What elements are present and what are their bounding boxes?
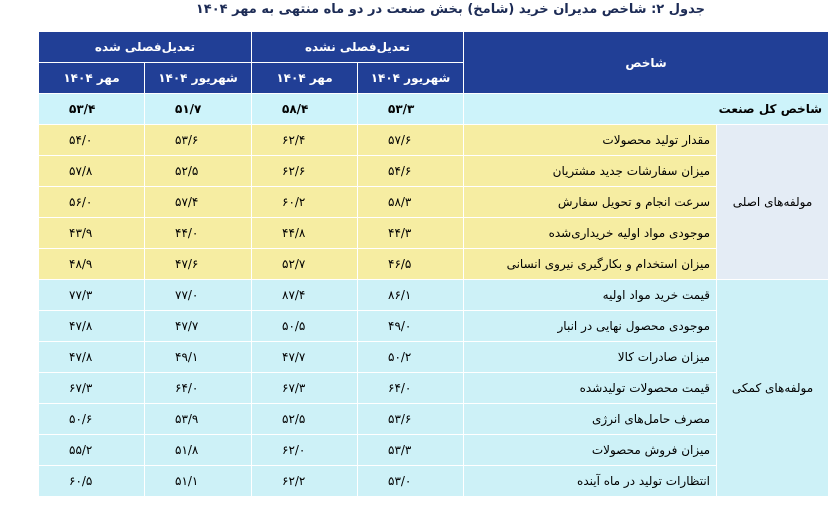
row-label: مصرف حامل‌های انرژی — [462, 403, 718, 435]
value-cell: ۶۲/۶ — [251, 155, 358, 187]
value-cell: ۵۳/۴ — [38, 93, 145, 125]
value-cell: ۵۴/۶ — [357, 155, 464, 187]
row-label: میزان سفارشات جدید مشتریان — [462, 155, 718, 187]
value-cell: ۶۲/۴ — [251, 124, 358, 156]
row-label: سرعت انجام و تحویل سفارش — [462, 186, 718, 218]
group-label: مولفه‌های اصلی — [716, 124, 830, 280]
table-row: انتظارات تولید در ماه آینده ۵۳/۰ ۶۲/۲ ۵۱/۱ ۶… — [38, 465, 829, 497]
value-cell: ۵۰/۵ — [251, 310, 358, 342]
value-cell: ۴۳/۹ — [38, 217, 145, 249]
value-cell: ۵۵/۲ — [38, 434, 145, 466]
value-cell: ۶۷/۳ — [38, 372, 145, 404]
row-label: میزان فروش محصولات — [462, 434, 718, 466]
header-cell: مهر ۱۴۰۴ — [38, 62, 145, 94]
value-cell: ۵۷/۶ — [357, 124, 464, 156]
value-cell: ۶۲/۰ — [251, 434, 358, 466]
value-cell: ۵۸/۴ — [251, 93, 358, 125]
pmi-table: شاخص تعدیل‌فصلی نشده تعدیل‌فصلی شده شهریور … — [38, 31, 830, 497]
value-cell: ۴۷/۷ — [144, 310, 252, 342]
row-label: شاخص کل صنعت — [462, 93, 830, 125]
row-label: میزان استخدام و بکارگیری نیروی انسانی — [462, 248, 718, 280]
header-cell: تعدیل‌فصلی نشده — [251, 31, 464, 63]
value-cell: ۴۹/۱ — [144, 341, 252, 373]
value-cell: ۴۴/۳ — [357, 217, 464, 249]
header-cell: شاخص — [462, 31, 830, 94]
table-row: موجودی مواد اولیه خریداری‌شده ۴۴/۳ ۴۴/۸ ۴۴/… — [38, 217, 829, 249]
table-row: سرعت انجام و تحویل سفارش ۵۸/۳ ۶۰/۲ ۵۷/۴ ۵۶/۰ — [38, 186, 829, 218]
row-label: موجودی مواد اولیه خریداری‌شده — [462, 217, 718, 249]
table-row: میزان صادرات کالا ۵۰/۲ ۴۷/۷ ۴۹/۱ ۴۷/۸ — [38, 341, 829, 373]
table-title: جدول ۲: شاخص مدیران خرید (شامخ) بخش صنعت… — [195, 2, 705, 17]
value-cell: ۶۲/۲ — [251, 465, 358, 497]
value-cell: ۵۸/۳ — [357, 186, 464, 218]
table-row: شهریور ۱۴۰۴ مهر ۱۴۰۴ شهریور ۱۴۰۴ مهر ۱۴۰۴ — [38, 62, 829, 94]
value-cell: ۵۱/۱ — [144, 465, 252, 497]
value-cell: ۴۸/۹ — [38, 248, 145, 280]
value-cell: ۵۳/۳ — [357, 434, 464, 466]
table-row: مصرف حامل‌های انرژی ۵۳/۶ ۵۲/۵ ۵۳/۹ ۵۰/۶ — [38, 403, 829, 435]
value-cell: ۴۹/۰ — [357, 310, 464, 342]
value-cell: ۵۷/۸ — [38, 155, 145, 187]
header-cell: مهر ۱۴۰۴ — [251, 62, 358, 94]
row-label: مقدار تولید محصولات — [462, 124, 718, 156]
row-label: میزان صادرات کالا — [462, 341, 718, 373]
value-cell: ۵۰/۲ — [357, 341, 464, 373]
value-cell: ۵۶/۰ — [38, 186, 145, 218]
value-cell: ۵۱/۷ — [144, 93, 252, 125]
value-cell: ۵۳/۶ — [357, 403, 464, 435]
value-cell: ۵۲/۵ — [251, 403, 358, 435]
header-cell: تعدیل‌فصلی شده — [38, 31, 252, 63]
value-cell: ۵۳/۳ — [357, 93, 464, 125]
table-row: میزان فروش محصولات ۵۳/۳ ۶۲/۰ ۵۱/۸ ۵۵/۲ — [38, 434, 829, 466]
row-label: موجودی محصول نهایی در انبار — [462, 310, 718, 342]
value-cell: ۵۱/۸ — [144, 434, 252, 466]
row-label: قیمت محصولات تولیدشده — [462, 372, 718, 404]
value-cell: ۸۶/۱ — [357, 279, 464, 311]
header-cell: شهریور ۱۴۰۴ — [357, 62, 464, 94]
table-row: قیمت محصولات تولیدشده ۶۴/۰ ۶۷/۳ ۶۴/۰ ۶۷/۳ — [38, 372, 829, 404]
value-cell: ۵۲/۷ — [251, 248, 358, 280]
value-cell: ۵۷/۴ — [144, 186, 252, 218]
header-cell: شهریور ۱۴۰۴ — [144, 62, 252, 94]
value-cell: ۵۴/۰ — [38, 124, 145, 156]
table-row: موجودی محصول نهایی در انبار ۴۹/۰ ۵۰/۵ ۴۷/۷ ۴… — [38, 310, 829, 342]
value-cell: ۶۴/۰ — [144, 372, 252, 404]
value-cell: ۵۰/۶ — [38, 403, 145, 435]
table-row: شاخص کل صنعت ۵۳/۳ ۵۸/۴ ۵۱/۷ ۵۳/۴ — [38, 93, 830, 125]
table-row: شاخص تعدیل‌فصلی نشده تعدیل‌فصلی شده — [38, 31, 830, 94]
value-cell: ۵۲/۵ — [144, 155, 252, 187]
value-cell: ۴۴/۸ — [251, 217, 358, 249]
row-label: انتظارات تولید در ماه آینده — [462, 465, 718, 497]
value-cell: ۴۶/۵ — [357, 248, 464, 280]
value-cell: ۷۷/۳ — [38, 279, 145, 311]
value-cell: ۴۷/۷ — [251, 341, 358, 373]
value-cell: ۴۷/۶ — [144, 248, 252, 280]
value-cell: ۸۷/۴ — [251, 279, 358, 311]
table-row: میزان استخدام و بکارگیری نیروی انسانی ۴۶/… — [38, 248, 829, 280]
value-cell: ۷۷/۰ — [144, 279, 252, 311]
value-cell: ۶۰/۵ — [38, 465, 145, 497]
value-cell: ۴۷/۸ — [38, 341, 145, 373]
value-cell: ۵۳/۶ — [144, 124, 252, 156]
table-row: مولفه‌های کمکی قیمت خرید مواد اولیه ۸۶/۱ ۸۷… — [38, 279, 830, 497]
row-label: قیمت خرید مواد اولیه — [462, 279, 718, 311]
value-cell: ۵۳/۹ — [144, 403, 252, 435]
group-label: مولفه‌های کمکی — [716, 279, 830, 497]
value-cell: ۵۳/۰ — [357, 465, 464, 497]
value-cell: ۶۴/۰ — [357, 372, 464, 404]
value-cell: ۴۴/۰ — [144, 217, 252, 249]
table-row: میزان سفارشات جدید مشتریان ۵۴/۶ ۶۲/۶ ۵۲/۵ ۵۷… — [38, 155, 829, 187]
value-cell: ۴۷/۸ — [38, 310, 145, 342]
value-cell: ۶۰/۲ — [251, 186, 358, 218]
value-cell: ۶۷/۳ — [251, 372, 358, 404]
table-row: مولفه‌های اصلی مقدار تولید محصولات ۵۷/۶ ۶۲/… — [38, 124, 830, 280]
